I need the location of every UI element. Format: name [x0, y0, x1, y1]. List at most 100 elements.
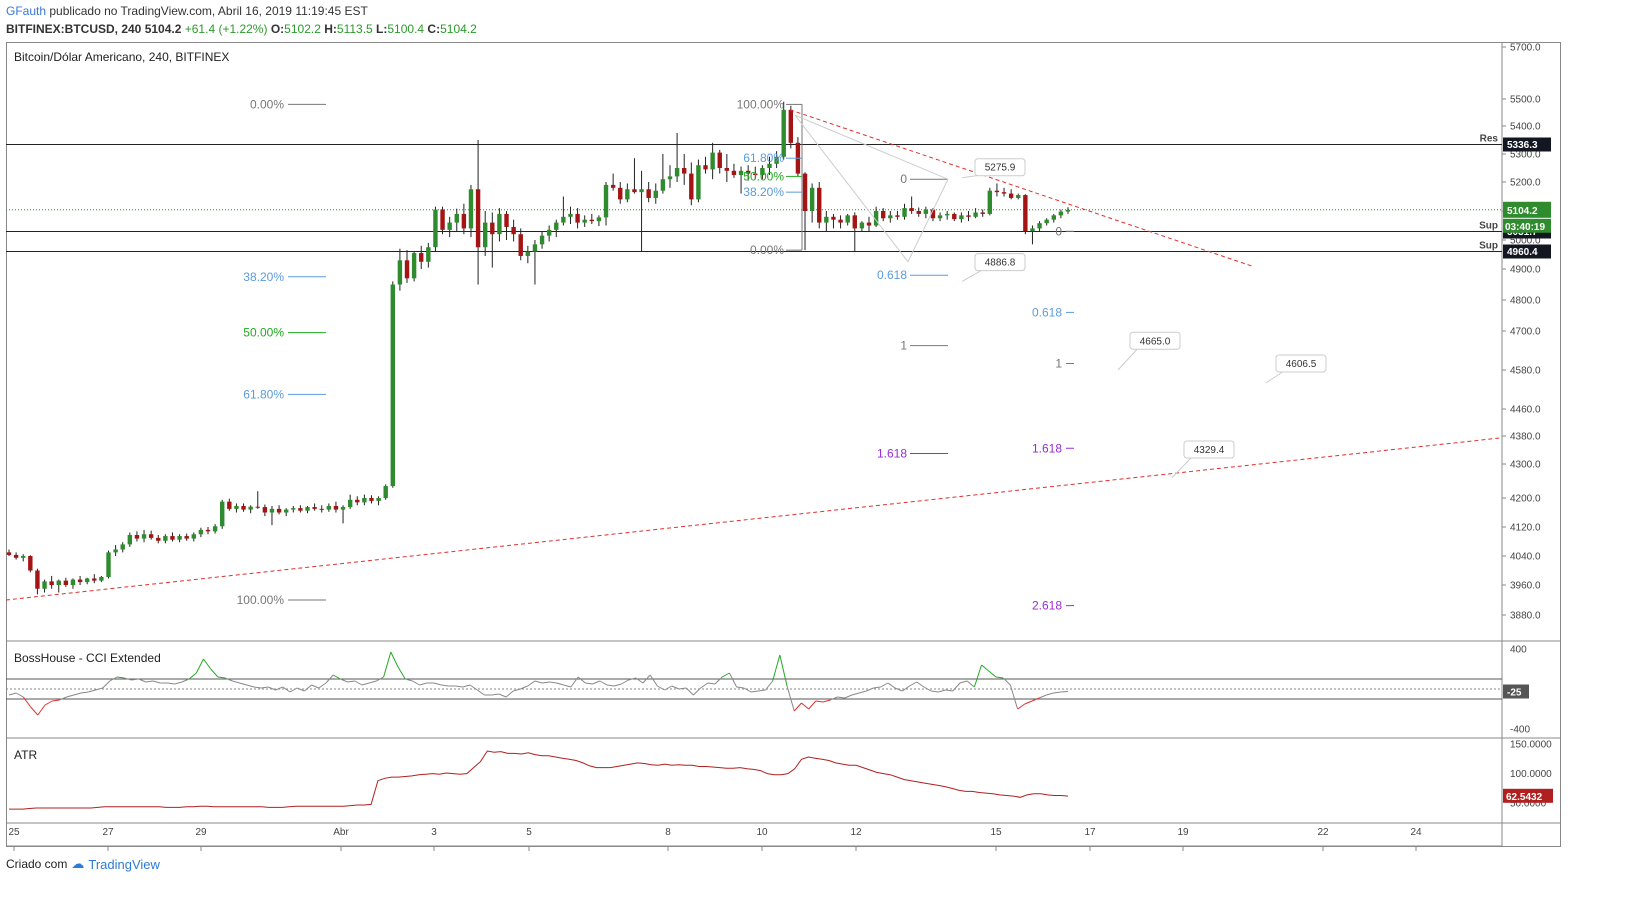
cci-segment: [758, 689, 766, 692]
level-price-tag: [1503, 137, 1551, 152]
fib-right-label: 0.00%: [750, 243, 784, 257]
close-value: 5104.2: [440, 22, 477, 36]
candle-body: [63, 580, 69, 585]
countdown-tag-text: 03:40:19: [1505, 222, 1545, 233]
price-tick-label: 5700.0: [1510, 43, 1541, 54]
candle-body: [738, 170, 744, 175]
candle-body: [987, 190, 993, 214]
price-tick-label: 5200.0: [1510, 178, 1541, 189]
candle-body: [397, 260, 403, 285]
cci-pane-title: BossHouse - CCI Extended: [14, 651, 161, 665]
level-price-tag-text: 5336.3: [1507, 140, 1538, 151]
candle-body: [852, 215, 857, 229]
cci-segment: [534, 680, 543, 684]
price-tick-label: 4040.0: [1510, 552, 1541, 563]
candle-body: [1051, 215, 1056, 220]
candle-body: [937, 215, 943, 219]
fib-ext-a-label: 0: [900, 172, 907, 186]
countdown-tag: [1503, 218, 1551, 233]
annotation-pointer: [1265, 370, 1285, 384]
cci-segment: [405, 678, 413, 682]
cci-segment: [721, 672, 730, 678]
candle-body: [482, 222, 488, 248]
cci-segment: [419, 682, 427, 686]
cci-segment: [354, 680, 363, 686]
annotation-text: 4886.8: [985, 258, 1016, 269]
candle-body: [13, 554, 19, 558]
cci-segment: [282, 686, 291, 693]
candle-body: [262, 507, 268, 513]
candle-body: [980, 212, 985, 214]
candle-body: [92, 578, 97, 581]
author-link[interactable]: GFauth: [6, 4, 47, 18]
candle-body: [347, 499, 353, 508]
cci-segment: [981, 664, 990, 672]
candle-body: [21, 556, 26, 558]
candle-body: [539, 235, 545, 245]
cci-segment: [88, 689, 96, 693]
cci-segment: [894, 687, 903, 692]
candle-body: [134, 534, 140, 539]
symbol-name: BITFINEX:BTCUSD, 240: [6, 22, 142, 36]
candle-body: [888, 215, 893, 219]
candle-body: [674, 168, 680, 177]
price-tick-label: 4200.0: [1510, 494, 1541, 505]
candle-body: [42, 581, 47, 589]
candle-body: [305, 507, 310, 511]
fib-ext-b-label: 1: [1055, 357, 1062, 371]
candle-body: [333, 505, 339, 510]
candle-body: [212, 526, 218, 532]
candle-body: [525, 251, 531, 256]
candle-body: [490, 222, 495, 235]
cci-segment: [44, 700, 53, 706]
cci-segment: [275, 686, 283, 691]
candle-body: [390, 284, 396, 487]
candle-body: [554, 222, 559, 230]
tradingview-brand[interactable]: TradingView: [88, 856, 160, 872]
candle-body: [866, 222, 872, 226]
candle-body: [923, 209, 929, 214]
time-tick-label: 10: [756, 827, 768, 838]
cci-segment: [909, 681, 917, 687]
time-tick-label: 25: [8, 827, 20, 838]
cci-segment: [340, 678, 348, 683]
open-label: O:: [270, 22, 285, 36]
cci-segment: [642, 674, 651, 684]
candle-body: [809, 187, 815, 211]
cci-segment: [808, 700, 817, 710]
cci-segment: [880, 682, 889, 688]
candle-body: [603, 184, 609, 218]
low-label: L:: [376, 22, 388, 36]
cci-segment: [772, 654, 781, 682]
candle-body: [596, 217, 602, 222]
candle-body: [340, 507, 346, 510]
cci-segment: [923, 686, 932, 692]
cci-segment: [1060, 691, 1069, 693]
annotation-box: [1129, 331, 1181, 350]
time-tick-label: 12: [850, 827, 862, 838]
cci-segment: [253, 686, 262, 689]
open-value: 5102.2: [284, 22, 321, 36]
cci-segment: [714, 676, 723, 685]
cci-segment: [138, 678, 147, 683]
candle-body: [319, 508, 324, 510]
cci-segment: [959, 680, 968, 684]
cci-segment: [224, 677, 233, 682]
cci-segment: [902, 685, 910, 692]
fib-ext-a-label: 1: [900, 339, 907, 353]
cci-segment: [1046, 692, 1054, 696]
time-tick-label: 3: [431, 827, 437, 838]
cci-segment: [318, 682, 327, 689]
cci-segment: [195, 658, 204, 674]
cci-segment: [325, 674, 334, 684]
candle-body: [1037, 223, 1042, 229]
candle-body: [99, 577, 104, 581]
candle-body: [632, 189, 637, 193]
time-tick-label: Abr: [333, 827, 349, 838]
candle-body: [383, 486, 388, 498]
candle-body: [653, 190, 658, 198]
annotation-text: 4329.4: [1194, 445, 1225, 456]
price-change: +61.4 (+1.22%): [184, 22, 268, 36]
time-tick-label: 8: [665, 827, 671, 838]
